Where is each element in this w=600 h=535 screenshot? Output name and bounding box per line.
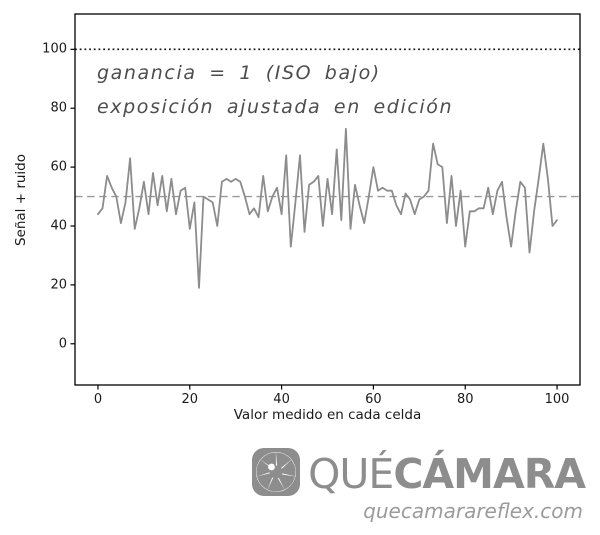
y-tick-label: 80	[50, 100, 67, 116]
x-tick-label: 20	[181, 392, 199, 407]
x-tick-label: 40	[273, 392, 290, 407]
plot-border	[74, 13, 581, 386]
y-tick-label: 60	[50, 159, 67, 175]
x-tick-label: 80	[456, 392, 474, 407]
watermark: QUÉCÁMARA quecamarareflex.com	[251, 447, 586, 523]
annotation-line-1: ganancia = 1 (ISO bajo)	[97, 62, 381, 84]
x-tick-label: 100	[544, 392, 570, 407]
y-tick-label: 20	[50, 277, 67, 293]
camera-shutter-icon	[251, 447, 301, 501]
x-tick-label: 0	[93, 392, 103, 407]
brand-name: QUÉCÁMARA	[308, 449, 586, 499]
y-tick-label: 100	[42, 41, 67, 57]
brand-domain: quecamarareflex.com	[363, 499, 583, 523]
x-axis-label: Valor medido en cada celda	[233, 407, 422, 423]
brand-name-light: QUÉ	[308, 450, 394, 498]
y-tick-label: 0	[58, 336, 67, 352]
y-tick-label: 40	[50, 218, 67, 234]
brand-name-bold: CÁMARA	[393, 450, 586, 498]
y-axis-label: Señal + ruido	[13, 153, 29, 247]
annotation-line-2: exposición ajustada en edición	[97, 96, 454, 118]
data-series-line	[97, 127, 558, 289]
plot-annotation: ganancia = 1 (ISO bajo) exposición ajust…	[97, 56, 453, 124]
x-tick-label: 60	[365, 392, 382, 407]
